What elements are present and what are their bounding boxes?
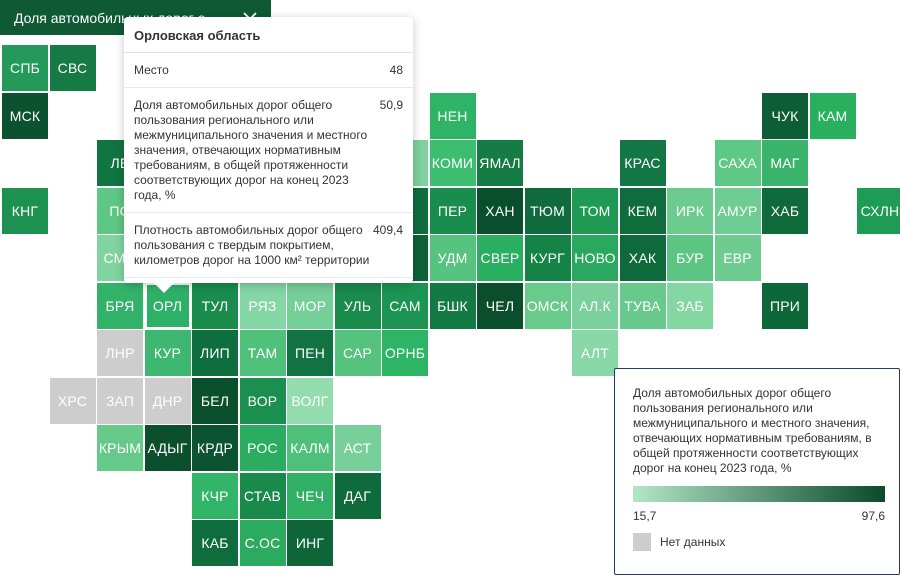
region-tile-кур[interactable]: КУР (144, 330, 191, 376)
tooltip-row-road-density: Плотность автомобильных дорог общего пол… (124, 213, 413, 278)
legend-range: 15,7 97,6 (633, 509, 885, 523)
region-tile-там[interactable]: ТАМ (239, 330, 286, 376)
tooltip-region-name: Орловская область (124, 17, 413, 53)
region-tooltip: Орловская область Место 48 Доля автомоби… (124, 17, 413, 293)
region-tile-пер[interactable]: ПЕР (429, 187, 476, 234)
region-tile-свс[interactable]: СВС (49, 45, 96, 91)
region-tile-волг[interactable]: ВОЛГ (287, 377, 333, 424)
no-data-label: Нет данных (660, 535, 726, 549)
region-tile-нен[interactable]: НЕН (429, 92, 476, 139)
tooltip-row-label: Плотность автомобильных дорог общего пол… (134, 223, 370, 267)
region-tile-ямал[interactable]: ЯМАЛ (477, 140, 523, 186)
tooltip-row-rank: Место 48 (124, 53, 413, 88)
region-tile-чук[interactable]: ЧУК (762, 92, 808, 139)
region-tile-кург[interactable]: КУРГ (524, 235, 571, 281)
region-tile-схлн[interactable]: СХЛН (857, 187, 900, 234)
region-tile-чел[interactable]: ЧЕЛ (477, 282, 523, 329)
region-tile-бшк[interactable]: БШК (429, 282, 476, 329)
region-tile-хан[interactable]: ХАН (477, 187, 523, 234)
region-tile-амур[interactable]: АМУР (714, 187, 761, 234)
region-tile-вор[interactable]: ВОР (239, 377, 286, 424)
legend-title: Доля автомобильных дорог общего пользова… (633, 386, 872, 475)
region-tile-маг[interactable]: МАГ (762, 140, 808, 186)
region-tile-при[interactable]: ПРИ (762, 282, 808, 329)
region-tile-спб[interactable]: СПБ (2, 45, 48, 91)
region-tile-даг[interactable]: ДАГ (334, 472, 381, 519)
region-tile-бел[interactable]: БЕЛ (192, 377, 238, 424)
region-tile-тул[interactable]: ТУЛ (192, 282, 238, 329)
region-tile-хаб[interactable]: ХАБ (762, 187, 808, 234)
region-tile-лнр[interactable]: ЛНР (97, 330, 143, 376)
region-tile-сам[interactable]: САМ (382, 282, 428, 329)
region-tile-кам[interactable]: КАМ (809, 92, 856, 139)
region-tile-том[interactable]: ТОМ (572, 187, 618, 234)
region-tile-свер[interactable]: СВЕР (477, 235, 523, 281)
region-tile-мор[interactable]: МОР (287, 282, 333, 329)
region-tile-крас[interactable]: КРАС (619, 140, 666, 186)
region-tile-тюм[interactable]: ТЮМ (524, 187, 571, 234)
tooltip-row-value: 50,9 (379, 98, 403, 112)
region-tile-уль[interactable]: УЛЬ (334, 282, 381, 329)
region-tile-зап[interactable]: ЗАП (97, 377, 143, 424)
region-tile-алт[interactable]: АЛТ (572, 330, 618, 376)
region-tile-орнб[interactable]: ОРНБ (382, 330, 428, 376)
region-tile-коми[interactable]: КОМИ (429, 140, 476, 186)
region-tile-адыг[interactable]: АДЫГ (144, 425, 191, 471)
tooltip-row-road-share: Доля автомобильных дорог общего пользова… (124, 88, 413, 213)
region-tile-пен[interactable]: ПЕН (287, 330, 333, 376)
tooltip-row-value: 409,4 (372, 223, 403, 237)
region-tile-хрс[interactable]: ХРС (49, 377, 96, 424)
region-tile-с.ос[interactable]: С.ОС (239, 520, 286, 566)
region-tile-бур[interactable]: БУР (667, 235, 713, 281)
region-tile-лип[interactable]: ЛИП (192, 330, 238, 376)
region-tile-саха[interactable]: САХА (714, 140, 761, 186)
region-tile-удм[interactable]: УДМ (429, 235, 476, 281)
region-tile-крдр[interactable]: КРДР (192, 425, 238, 471)
region-tile-аст[interactable]: АСТ (334, 425, 381, 471)
region-tile-омск[interactable]: ОМСК (524, 282, 571, 329)
legend-no-data: Нет данных (633, 533, 883, 551)
legend-min-label: 15,7 (633, 509, 657, 523)
region-tile-ал.к[interactable]: АЛ.К (572, 282, 618, 329)
region-tile-кнг[interactable]: КНГ (2, 187, 48, 234)
region-tile-днр[interactable]: ДНР (144, 377, 191, 424)
region-tile-рос[interactable]: РОС (239, 425, 286, 471)
region-tile-став[interactable]: СТАВ (239, 472, 286, 519)
no-data-swatch (633, 533, 651, 551)
region-tile-ново[interactable]: НОВО (572, 235, 618, 281)
region-tile-хак[interactable]: ХАК (619, 235, 666, 281)
map-legend: Доля автомобильных дорог общего пользова… (614, 368, 900, 575)
region-tile-ряз[interactable]: РЯЗ (239, 282, 286, 329)
region-tile-бря[interactable]: БРЯ (97, 282, 143, 329)
region-tile-тува[interactable]: ТУВА (619, 282, 666, 329)
region-tile-евр[interactable]: ЕВР (714, 235, 761, 281)
legend-max-label: 97,6 (861, 509, 885, 523)
region-tile-кчр[interactable]: КЧР (192, 472, 238, 519)
region-tile-крым[interactable]: КРЫМ (97, 425, 143, 471)
region-tile-ирк[interactable]: ИРК (667, 187, 713, 234)
legend-color-scale (633, 486, 885, 502)
tooltip-row-label: Место (134, 63, 169, 77)
region-tile-чеч[interactable]: ЧЕЧ (287, 472, 333, 519)
region-tile-каб[interactable]: КАБ (192, 520, 238, 566)
region-tile-инг[interactable]: ИНГ (287, 520, 333, 566)
tooltip-pointer (154, 283, 174, 293)
region-tile-сар[interactable]: САР (334, 330, 381, 376)
region-tile-заб[interactable]: ЗАБ (667, 282, 713, 329)
tooltip-row-value: 48 (389, 63, 403, 77)
region-tile-мск[interactable]: МСК (2, 92, 48, 139)
region-tile-кем[interactable]: КЕМ (619, 187, 666, 234)
region-tile-калм[interactable]: КАЛМ (287, 425, 333, 471)
tooltip-row-label: Доля автомобильных дорог общего пользова… (134, 98, 368, 202)
